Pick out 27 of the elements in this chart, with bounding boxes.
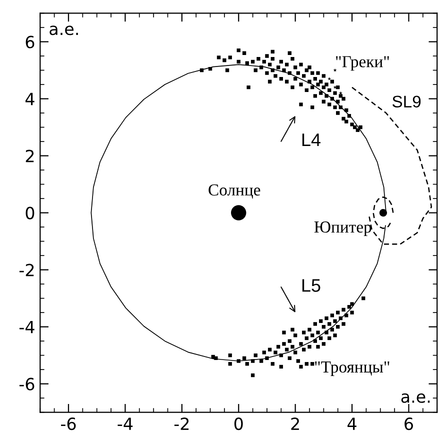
y-tick-label: -6	[19, 378, 34, 390]
x-tick-label: 2	[291, 417, 299, 430]
x-tick-label: 0	[234, 417, 243, 430]
point	[338, 91, 342, 95]
annotation: L5	[302, 279, 320, 292]
y-tick-label: -2	[19, 264, 34, 276]
annotation: "Троянцы"	[315, 362, 390, 376]
x-tick-label: 6	[404, 417, 413, 430]
annotation: Юпитер	[314, 221, 372, 236]
y-tick-label: -4	[19, 320, 34, 334]
x-tick-label: -4	[118, 418, 133, 430]
y-tick-label: 6	[26, 36, 34, 48]
annotation: Солнце	[208, 184, 260, 199]
x-tick-label: 4	[348, 418, 356, 430]
x-tick-label: -2	[174, 417, 189, 430]
y-tick-label: 4	[25, 92, 34, 106]
point	[328, 76, 332, 80]
y-tick-label: 0	[26, 206, 34, 220]
annotation: L4	[302, 134, 320, 146]
x-axis-title: а.е.	[401, 393, 430, 403]
y-axis-title: а.е.	[50, 26, 78, 36]
annotation: "Греки"	[336, 56, 389, 71]
point	[231, 205, 246, 220]
y-tick-label: 2	[26, 150, 34, 162]
point	[379, 208, 388, 217]
x-tick-label: -6	[61, 417, 76, 430]
annotation: SL9	[392, 96, 421, 108]
